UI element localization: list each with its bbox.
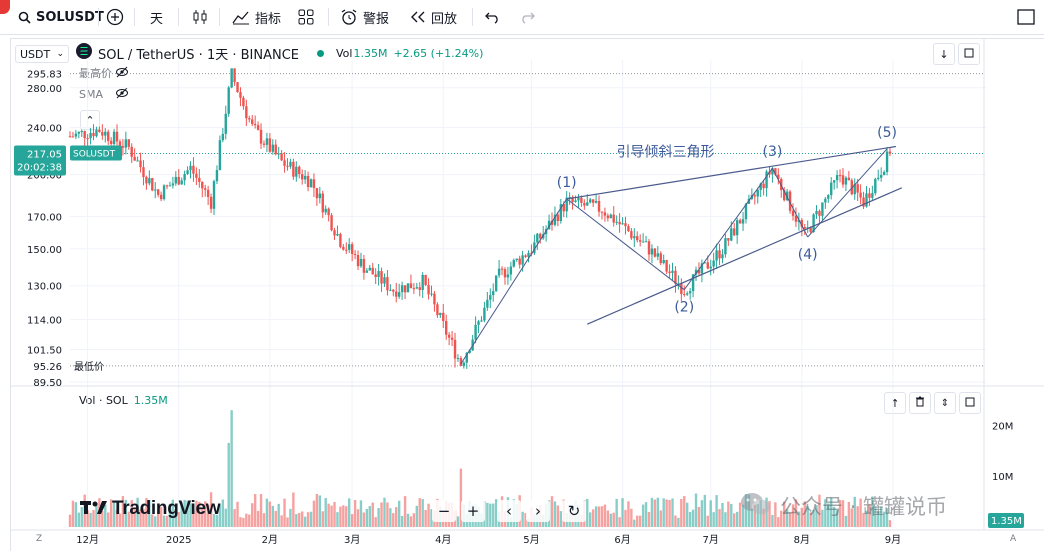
collapse-legend-button[interactable]: ↓: [933, 43, 955, 65]
swap-icon: ⇕: [940, 397, 950, 409]
maximize-icon: [965, 397, 975, 410]
scroll-right-button[interactable]: ›: [526, 500, 550, 522]
candles-icon: [191, 8, 209, 26]
indicators-label: 指标: [255, 11, 282, 27]
eye-off-icon[interactable]: [115, 87, 129, 102]
solana-logo-icon: [76, 43, 92, 63]
vol-label: Vol: [336, 46, 353, 60]
alert-label: 警报: [363, 11, 390, 27]
minus-icon: −: [437, 502, 451, 520]
volume-legend: Vol · SOL 1.35M: [79, 394, 168, 407]
undo-icon: [485, 10, 501, 24]
chevron-right-icon: ›: [535, 502, 541, 520]
tradingview-watermark: TradingView: [80, 498, 221, 520]
high-indicator-label: 最高价: [79, 67, 112, 80]
auto-scale-button[interactable]: A: [1010, 534, 1017, 544]
chevron-down-icon: ⌄: [56, 49, 64, 59]
zoom-in-button[interactable]: +: [461, 500, 485, 522]
trash-icon: [915, 396, 925, 410]
collapse-indicators-button[interactable]: ⌃: [80, 110, 100, 130]
timezone-z-button[interactable]: Z: [36, 534, 43, 544]
indicators-button[interactable]: 指标: [232, 0, 281, 34]
search-icon: [18, 11, 31, 24]
high-low-indicator[interactable]: 最高价: [79, 65, 129, 81]
move-pane-up-button[interactable]: ↑: [884, 392, 906, 414]
fullscreen-button[interactable]: [1017, 0, 1035, 34]
grid-icon: [298, 9, 314, 25]
reset-chart-button[interactable]: ↻: [562, 500, 586, 522]
currency-label: USDT: [20, 47, 51, 61]
sma-label: SMA: [79, 88, 103, 101]
maximize-volume-pane-button[interactable]: [959, 392, 981, 414]
interval-button[interactable]: 天: [150, 0, 163, 34]
plus-circle-icon: [106, 8, 124, 26]
tradingview-logo-icon: [80, 499, 108, 519]
eye-off-icon[interactable]: [115, 66, 129, 81]
chart-type-button[interactable]: [191, 0, 209, 34]
rewind-icon: [410, 10, 426, 24]
alert-button[interactable]: 警报: [340, 0, 389, 34]
volume-label: Vol · SOL: [79, 394, 128, 407]
scroll-left-button[interactable]: ‹: [497, 500, 521, 522]
volume-value: 1.35M: [133, 394, 168, 407]
wechat-icon: [740, 490, 772, 522]
plus-icon: +: [466, 502, 480, 520]
symbol-search-button[interactable]: SOLUSDT: [18, 0, 104, 34]
sma-indicator[interactable]: SMA: [79, 87, 129, 102]
redo-button[interactable]: [519, 0, 535, 34]
replay-button[interactable]: 回放: [410, 0, 457, 34]
symbol-title: SOL / TetherUS · 1天 · BINANCE: [98, 47, 299, 63]
indicators-icon: [232, 9, 250, 25]
tradingview-brand: TradingView: [112, 498, 221, 519]
chevron-up-icon: ⌃: [85, 113, 95, 127]
interval-label: 天: [150, 11, 164, 27]
arrow-up-icon: ↑: [890, 396, 900, 410]
arrow-down-icon: ↓: [939, 47, 949, 61]
alarm-clock-icon: [340, 8, 358, 26]
price-change: +2.65 (+1.24%): [393, 46, 484, 60]
square-icon: [1017, 9, 1035, 25]
notification-dot: [0, 0, 10, 14]
undo-button[interactable]: [485, 0, 501, 34]
replay-label: 回放: [431, 11, 458, 27]
wechat-account-text: 公众号 · 罐罐说币: [780, 495, 948, 519]
templates-button[interactable]: [298, 0, 314, 34]
market-open-dot: [317, 49, 324, 57]
chevron-left-icon: ‹: [506, 502, 512, 520]
currency-select[interactable]: USDT ⌄: [15, 45, 69, 63]
zoom-out-button[interactable]: −: [432, 500, 456, 522]
delete-pane-button[interactable]: [909, 392, 931, 414]
swap-pane-button[interactable]: ⇕: [934, 392, 956, 414]
symbol-name: SOLUSDT: [36, 9, 104, 25]
wechat-watermark: 公众号 · 罐罐说币: [740, 490, 947, 522]
vol-value: 1.35M: [353, 46, 388, 60]
top-toolbar: SOLUSDT 天 指标 警报 回放: [0, 0, 1044, 35]
maximize-icon: [964, 48, 974, 61]
reset-icon: ↻: [567, 502, 581, 520]
maximize-pane-button[interactable]: [958, 43, 980, 65]
redo-icon: [519, 10, 535, 24]
main-legend: SOL / TetherUS · 1天 · BINANCE Vol 1.35M …: [76, 43, 484, 63]
chart-frame: [10, 38, 1044, 551]
compare-button[interactable]: [106, 0, 124, 34]
